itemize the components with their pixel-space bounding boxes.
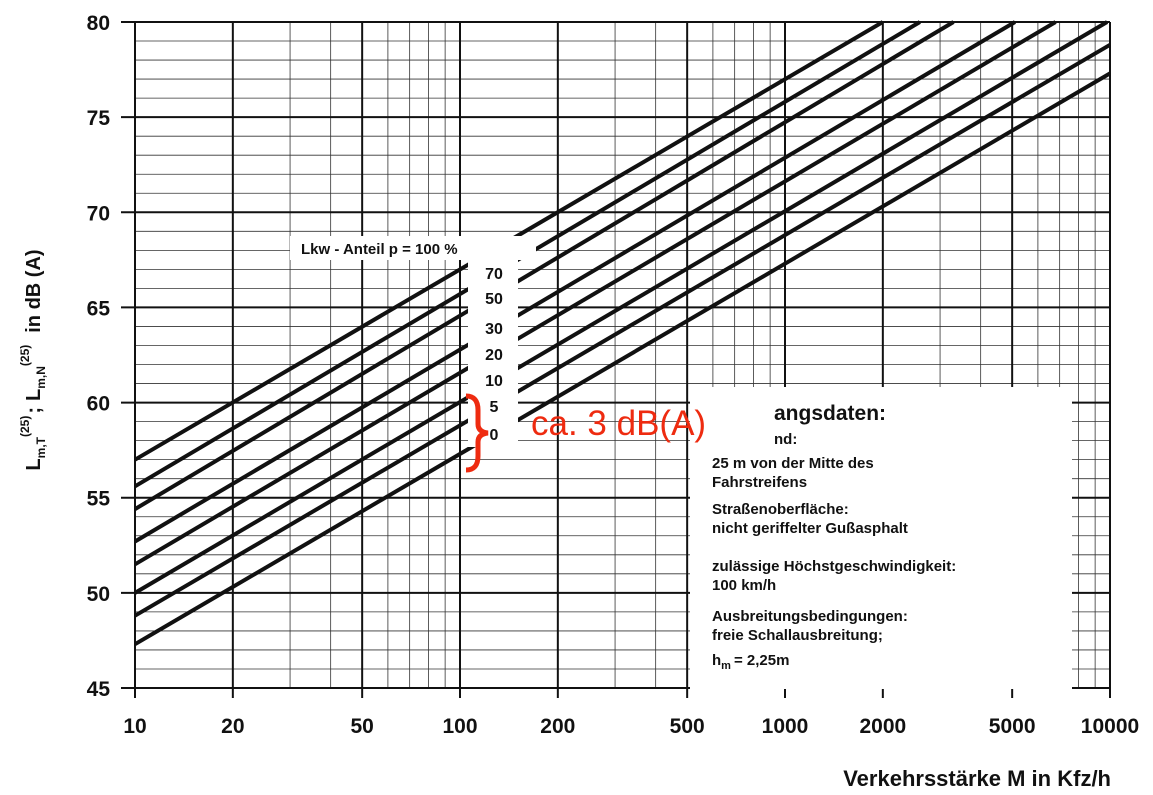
- x-tick-label: 10000: [1081, 715, 1139, 738]
- series-label-p0: 0: [490, 427, 499, 444]
- annotation-label: ca. 3 dB(A): [531, 404, 706, 443]
- series-label-p70: 70: [485, 266, 503, 283]
- ylabel-L2: L: [23, 389, 45, 401]
- info-box-title: angsdaten:: [774, 402, 886, 425]
- y-axis-label: Lm,T(25);Lm,N(25)in dB (A): [18, 249, 48, 470]
- series-label-p5: 5: [490, 399, 499, 416]
- ylabel-L2-sup: (25): [18, 345, 32, 366]
- series-label-p50: 50: [485, 291, 503, 308]
- info-speed-label: zulässige Höchstgeschwindigkeit:: [712, 558, 956, 575]
- info-height: hm = 2,25m: [712, 652, 789, 672]
- ylabel-L1: L: [23, 458, 45, 470]
- x-tick-label: 20: [221, 715, 244, 738]
- y-tick-label: 70: [87, 202, 110, 225]
- y-tick-label: 55: [87, 488, 111, 511]
- info-distance-value-2: Fahrstreifens: [712, 474, 807, 491]
- annotation-brace: [465, 393, 489, 473]
- series-label-p10: 10: [485, 373, 503, 390]
- x-tick-label: 50: [350, 715, 373, 738]
- info-speed-value: 100 km/h: [712, 577, 776, 594]
- info-surface-value: nicht geriffelter Gußasphalt: [712, 520, 908, 537]
- series-label-p30: 30: [485, 321, 503, 338]
- y-tick-label: 50: [87, 583, 110, 606]
- y-tick-label: 60: [87, 393, 110, 416]
- x-axis-label: Verkehrsstärke M in Kfz/h: [843, 766, 1111, 791]
- info-spread-value: freie Schallausbreitung;: [712, 627, 883, 644]
- ylabel-sep: ;: [23, 407, 45, 414]
- y-tick-label: 80: [87, 12, 110, 35]
- y-tick-labels: 45 50 55 60 65 70 75 80: [87, 12, 111, 701]
- series-line-p5: [133, 43, 1112, 618]
- info-surface-label: Straßenoberfläche:: [712, 501, 849, 518]
- info-box: [690, 387, 1072, 689]
- info-distance-value: 25 m von der Mitte des: [712, 455, 874, 472]
- ylabel-L1-sub: m,T: [34, 436, 48, 458]
- x-tick-label: 500: [670, 715, 705, 738]
- series-label-p20: 20: [485, 347, 503, 364]
- y-tick-label: 45: [87, 678, 111, 701]
- info-spread-label: Ausbreitungsbedingungen:: [712, 608, 908, 625]
- x-tick-label: 10: [123, 715, 146, 738]
- info-distance-label: nd:: [774, 431, 797, 448]
- series-line-p50: [133, 20, 955, 511]
- series-line-p10: [133, 20, 1109, 595]
- info-height-sub: m: [721, 660, 731, 672]
- series-line-p30: [133, 20, 1017, 544]
- y-tick-label: 75: [87, 107, 111, 130]
- ylabel-unit: in dB (A): [23, 249, 45, 332]
- info-height-value: = 2,25m: [734, 652, 789, 669]
- info-height-h: h: [712, 652, 721, 669]
- x-tick-label: 2000: [859, 715, 906, 738]
- x-tick-label: 200: [540, 715, 575, 738]
- ylabel-L2-sub: m,N: [34, 366, 48, 389]
- series-legend-title: Lkw - Anteil p = 100 %: [301, 241, 458, 258]
- x-tick-label: 5000: [989, 715, 1036, 738]
- series-line-p20: [133, 20, 1057, 567]
- x-tick-label: 1000: [762, 715, 809, 738]
- x-tick-labels: 10 20 50 100 200 500 1000 2000 5000 10000: [123, 715, 1139, 738]
- ylabel-L1-sup: (25): [18, 416, 32, 437]
- series-line-p0: [133, 71, 1112, 646]
- y-tick-label: 65: [87, 297, 111, 320]
- x-tick-label: 100: [442, 715, 477, 738]
